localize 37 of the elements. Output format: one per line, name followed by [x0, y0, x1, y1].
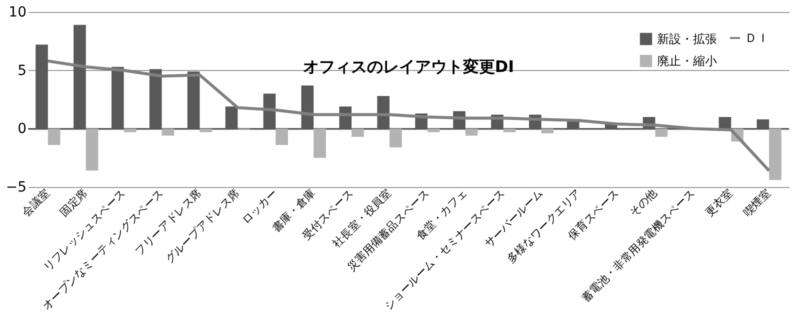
bar: [427, 128, 440, 132]
x-tick-label: 固定席: [58, 186, 90, 220]
bar: [149, 69, 162, 129]
y-tick-label: 0: [18, 121, 26, 138]
text: オフィスのレイアウト変更DI: [302, 57, 514, 76]
bar: [756, 119, 770, 129]
bar: [86, 128, 98, 171]
x-tick-label: 喫煙室: [740, 186, 774, 220]
bar: [112, 66, 124, 129]
bar: [124, 128, 136, 132]
legend-label: 新設・拡張: [657, 32, 717, 46]
bar: [352, 128, 364, 137]
legend-label: 廃止・縮小: [657, 54, 717, 68]
bar: [718, 117, 732, 129]
bar: [36, 44, 48, 129]
bar: [200, 128, 212, 132]
bar: [74, 24, 86, 129]
x-tick-label: その他: [626, 186, 660, 220]
bar: [655, 128, 668, 137]
bar: [377, 96, 390, 129]
bar: [390, 128, 402, 148]
bar: [465, 128, 478, 136]
y-tick-label: −5: [6, 180, 26, 196]
legend-label: ＤＩ: [745, 31, 769, 45]
bar: [314, 128, 326, 158]
bar: [541, 128, 554, 134]
bar: [276, 128, 288, 145]
bar: [769, 128, 782, 180]
bar: [48, 128, 60, 145]
bar: [225, 106, 238, 129]
bar: [187, 72, 200, 129]
bar: [301, 86, 314, 129]
x-tick-label: 更衣室: [702, 186, 736, 220]
bar: [503, 128, 516, 132]
y-tick-label: 10: [8, 4, 26, 20]
bar: [162, 128, 174, 136]
y-tick-label: 5: [18, 62, 26, 79]
